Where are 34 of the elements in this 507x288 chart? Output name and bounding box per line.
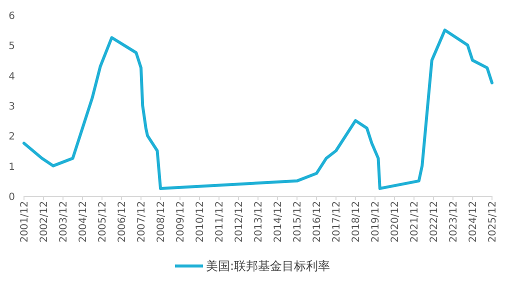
x-tick-label: 2021/12 bbox=[410, 201, 420, 243]
x-tick-label: 2024/12 bbox=[468, 201, 479, 243]
x-tick-label: 2013/12 bbox=[254, 201, 264, 243]
x-tick-label: 2020/12 bbox=[390, 201, 401, 243]
x-tick-label: 2022/12 bbox=[429, 201, 440, 243]
y-tick-label: 3 bbox=[8, 102, 15, 112]
y-tick-label: 0 bbox=[8, 192, 15, 203]
x-tick-label: 2025/12 bbox=[488, 201, 498, 243]
y-tick-label: 1 bbox=[8, 162, 15, 173]
x-tick-label: 2017/12 bbox=[332, 201, 342, 243]
y-tick-label: 6 bbox=[8, 11, 15, 22]
x-tick-label: 2018/12 bbox=[351, 201, 362, 243]
legend: 美国:联邦基金目标利率 bbox=[175, 259, 330, 273]
y-tick-label: 2 bbox=[8, 132, 15, 143]
x-tick-label: 2011/12 bbox=[214, 201, 226, 243]
x-tick-label: 2016/12 bbox=[312, 201, 323, 243]
x-tick-label: 2008/12 bbox=[156, 201, 167, 243]
x-tick-label: 2005/12 bbox=[98, 201, 108, 243]
x-tick-label: 2010/12 bbox=[195, 201, 206, 243]
x-tick-label: 2009/12 bbox=[176, 201, 186, 243]
x-tick-label: 2007/12 bbox=[136, 201, 148, 243]
x-tick-label: 2014/12 bbox=[273, 201, 284, 243]
y-tick-label: 5 bbox=[8, 41, 15, 52]
x-tick-label: 2019/12 bbox=[370, 201, 382, 243]
x-tick-label: 2004/12 bbox=[78, 201, 89, 243]
x-tick-label: 2006/12 bbox=[117, 201, 128, 243]
x-tick-label: 2002/12 bbox=[39, 201, 50, 243]
x-tick-label: 2012/12 bbox=[234, 201, 245, 243]
x-tick-label: 2003/12 bbox=[58, 201, 70, 243]
y-tick-label: 4 bbox=[8, 71, 15, 82]
legend-label: 美国:联邦基金目标利率 bbox=[206, 259, 330, 273]
x-tick-label: 2015/12 bbox=[292, 201, 304, 243]
x-tick-label: 2001/12 bbox=[20, 201, 30, 243]
x-tick-label: 2023/12 bbox=[448, 201, 460, 243]
